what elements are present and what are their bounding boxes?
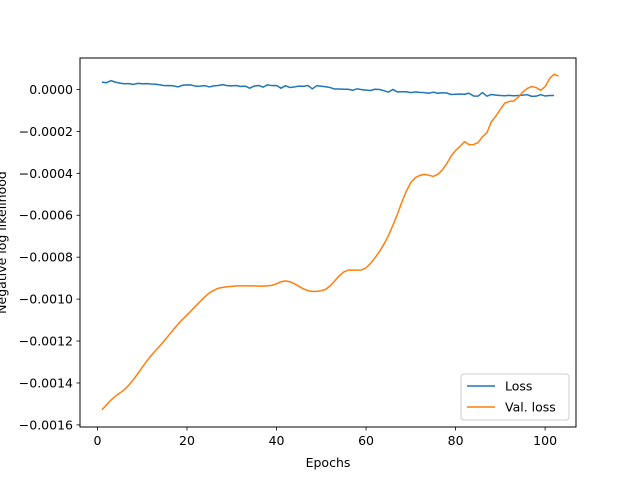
y-tick-label: −0.0012: [19, 334, 73, 349]
x-axis: 0 20 40 60 80 100: [93, 427, 557, 448]
series-line-val-loss: [101, 73, 559, 411]
legend-label-val-loss: Val. loss: [505, 400, 556, 415]
legend-label-loss: Loss: [505, 379, 532, 394]
x-tick-label: 80: [448, 433, 464, 448]
y-tick-label: −0.0014: [19, 375, 73, 390]
y-tick-label: −0.0004: [19, 166, 73, 181]
y-tick-label: −0.0006: [19, 208, 73, 223]
legend: Loss Val. loss: [460, 373, 570, 421]
y-tick-label: −0.0016: [19, 417, 73, 432]
x-axis-label: Epochs: [306, 455, 351, 470]
y-tick-label: −0.0008: [19, 250, 73, 265]
y-tick-label: 0.0000: [29, 82, 73, 97]
y-tick-label: −0.0010: [19, 292, 73, 307]
x-tick-label: 40: [269, 433, 285, 448]
y-axis-label: Negative log likelihood: [0, 171, 9, 314]
plot-area: [79, 57, 577, 428]
x-tick-label: 20: [179, 433, 195, 448]
x-tick-label: 100: [533, 433, 557, 448]
y-axis: 0.0000 −0.0002 −0.0004 −0.0006 −0.0008 −0.001…: [19, 82, 80, 432]
series-line-loss: [101, 79, 555, 98]
axes-frame: [79, 57, 577, 428]
series-layer: [101, 73, 559, 411]
x-tick-label: 60: [358, 433, 374, 448]
x-tick-label: 0: [93, 433, 101, 448]
y-tick-label: −0.0002: [19, 124, 73, 139]
